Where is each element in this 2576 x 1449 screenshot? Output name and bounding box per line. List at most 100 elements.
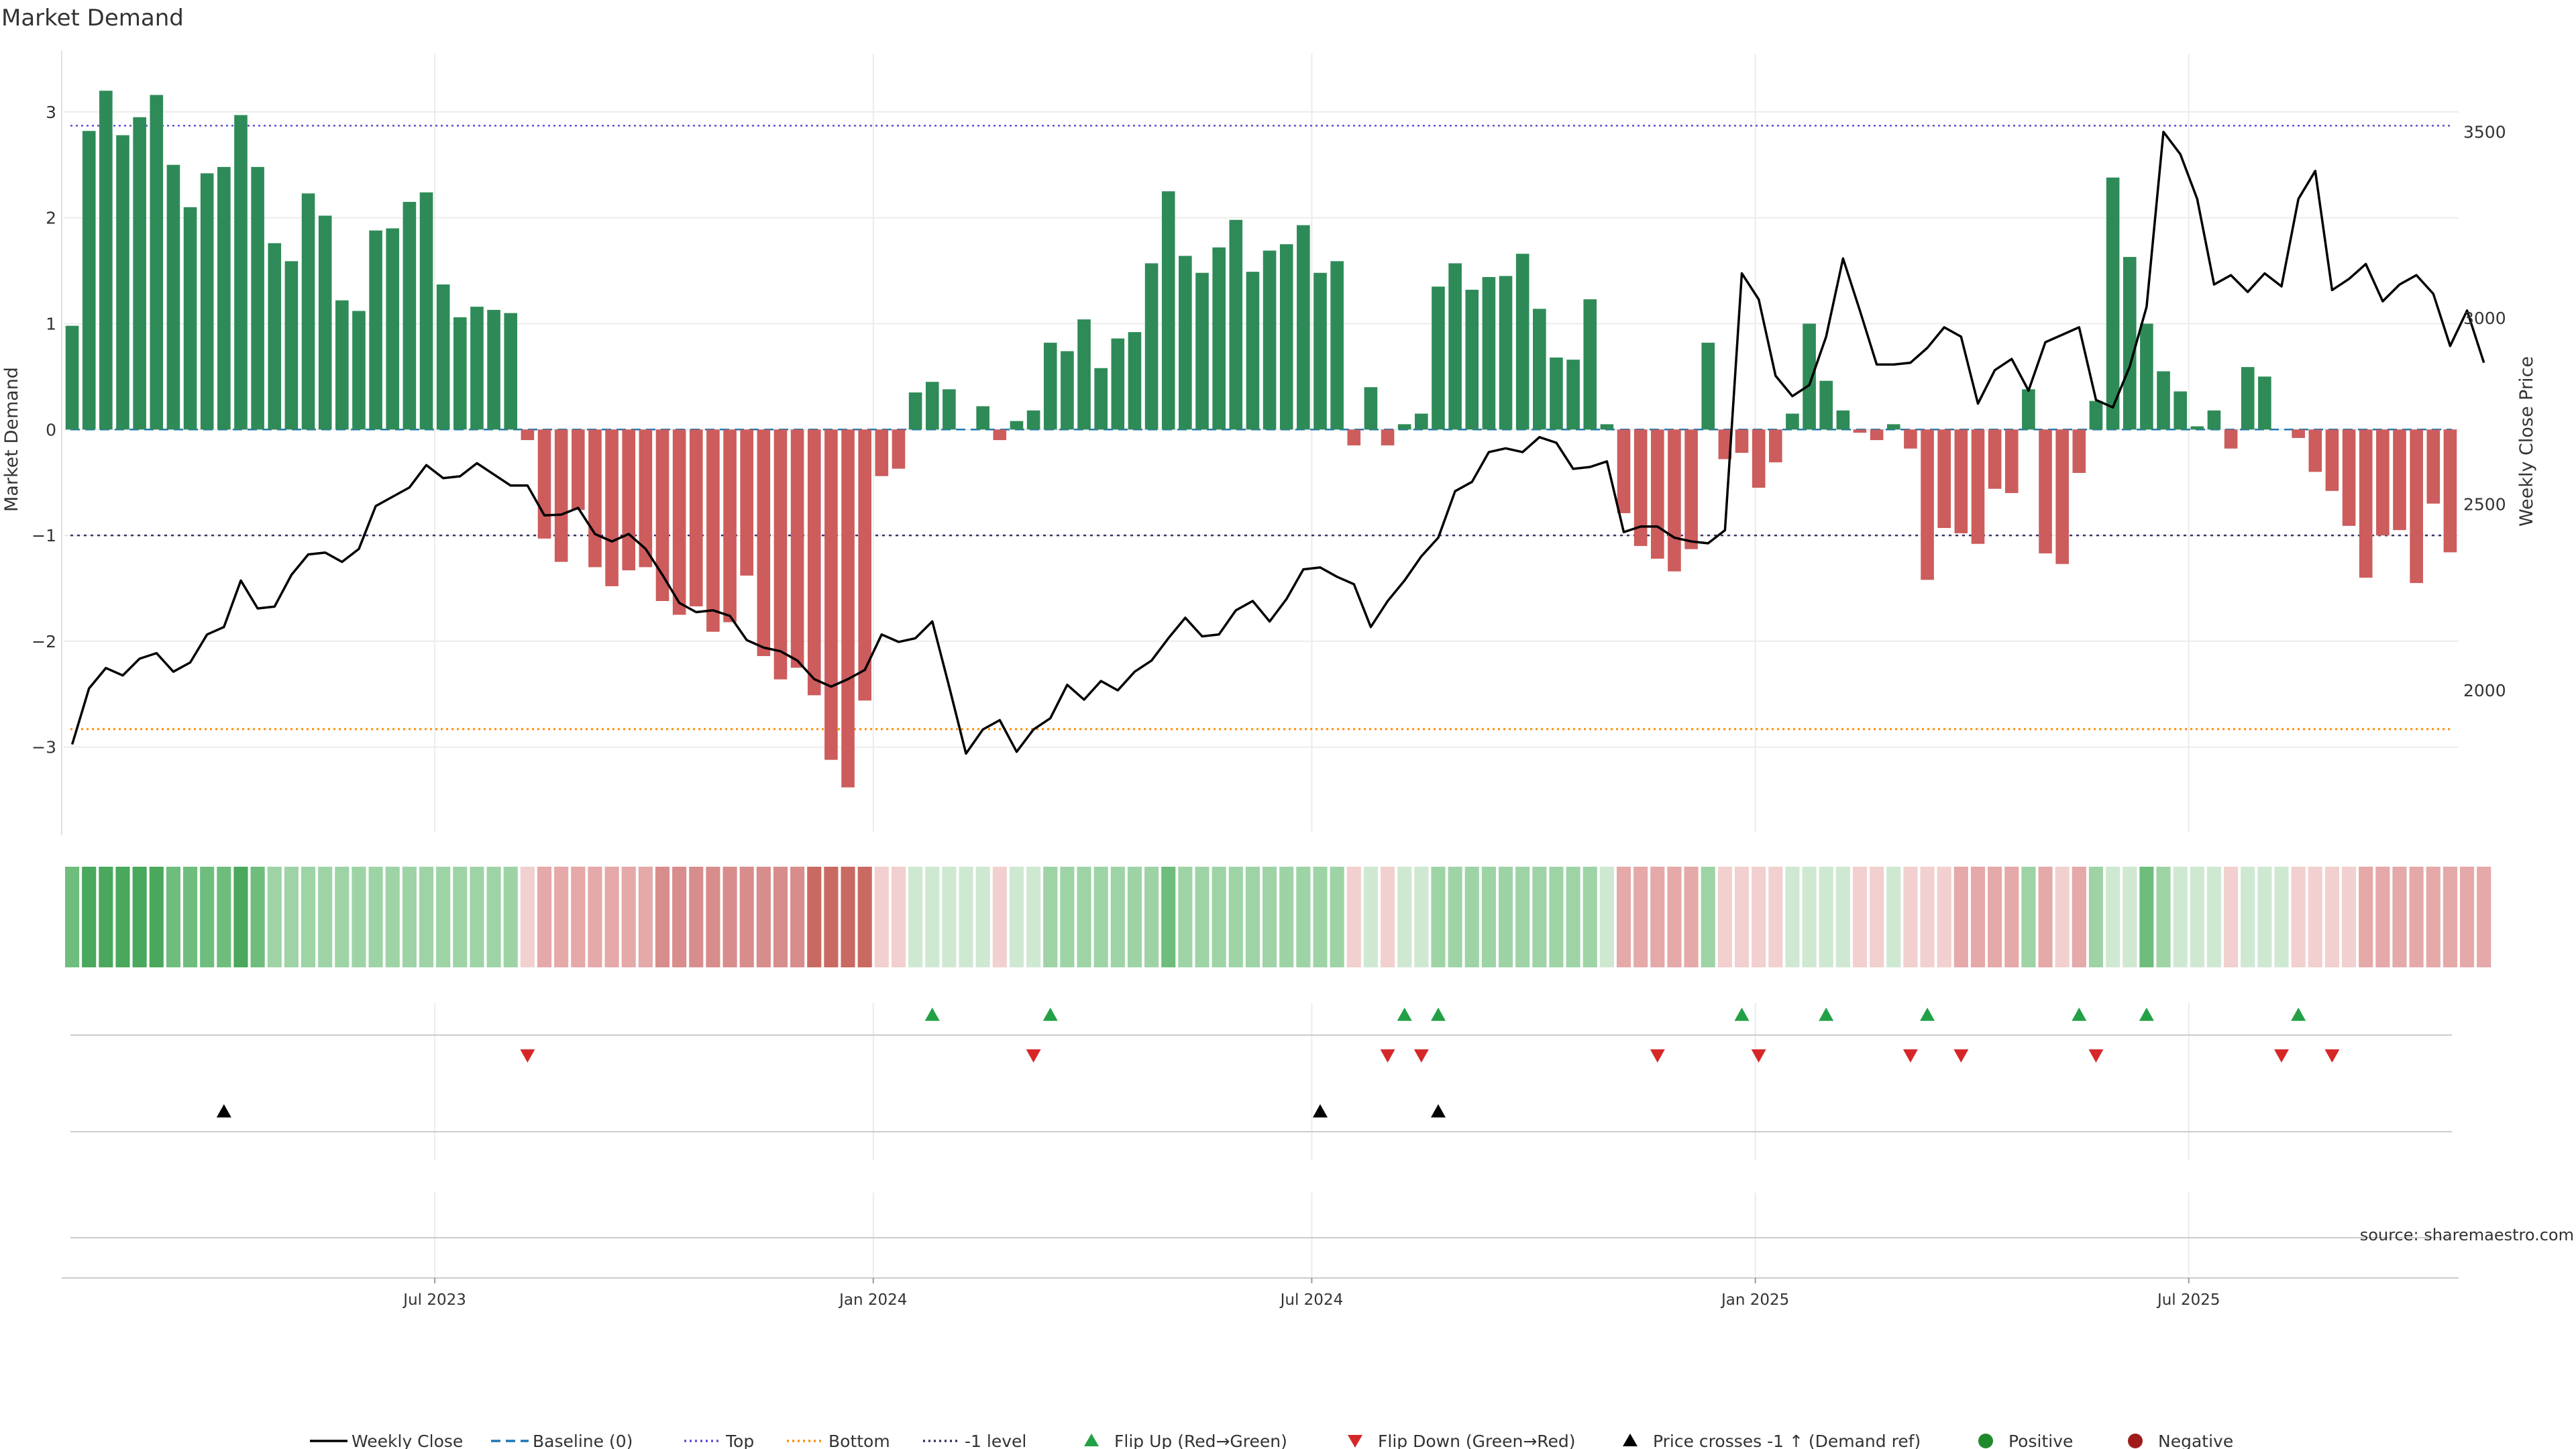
flip-up-marker — [2291, 1008, 2306, 1021]
price-cross-marker — [216, 1104, 231, 1118]
demand-bar-positive — [352, 311, 366, 430]
strip-cell — [1768, 867, 1783, 967]
strip-cell — [503, 867, 518, 967]
strip-cell — [2156, 867, 2171, 967]
flip-up-marker — [1430, 1008, 1446, 1021]
strip-cell — [385, 867, 400, 967]
demand-bar-positive — [1077, 319, 1091, 430]
demand-bar-positive — [200, 173, 214, 430]
y-left-tick-label: 3 — [46, 103, 56, 122]
demand-bar-positive — [2207, 410, 2221, 430]
strip-cell — [182, 867, 198, 967]
strip-cell — [891, 867, 906, 967]
strip-cell — [217, 867, 231, 967]
strip-cell — [1566, 867, 1580, 967]
demand-bar-positive — [402, 201, 417, 430]
strip-cell — [1701, 867, 1715, 967]
legend-item: Baseline (0) — [491, 1432, 633, 1449]
strip-cell — [2190, 867, 2204, 967]
demand-bar-positive — [1886, 424, 1900, 430]
flip-up-marker — [1734, 1008, 1750, 1021]
strip-cell — [166, 867, 180, 967]
flip-down-marker — [1650, 1049, 1665, 1063]
source-note: source: sharemaestro.com — [2360, 1226, 2574, 1244]
demand-bar-negative — [588, 429, 602, 568]
demand-bar-positive — [2089, 400, 2103, 430]
demand-bar-negative — [1735, 429, 1749, 453]
strip-cell — [2308, 867, 2322, 967]
strip-cell — [1752, 867, 1766, 967]
demand-bar-positive — [1246, 272, 1260, 430]
demand-bar-positive — [2157, 371, 2170, 430]
strip-cell — [1228, 867, 1243, 967]
flip-up-marker — [1397, 1008, 1412, 1021]
demand-bar-positive — [1819, 380, 1833, 430]
demand-bar-positive — [1533, 309, 1546, 430]
legend-item: Bottom — [787, 1432, 890, 1449]
strip-cell — [1161, 867, 1176, 967]
strip-cell — [2409, 867, 2424, 967]
demand-bar-negative — [622, 429, 636, 571]
demand-bar-negative — [1904, 429, 1917, 449]
demand-bar-positive — [504, 313, 518, 430]
strip-cell — [1903, 867, 1918, 967]
demand-bar-positive — [1600, 424, 1614, 430]
demand-bar-negative — [689, 429, 703, 606]
strip-cell — [672, 867, 687, 967]
demand-bar-negative — [1870, 429, 1884, 441]
demand-bar-negative — [1347, 429, 1361, 445]
demand-bar-positive — [2140, 323, 2153, 430]
demand-bar-positive — [1161, 191, 1175, 430]
demand-bar-positive — [65, 325, 79, 430]
legend-item: Negative — [2128, 1432, 2233, 1449]
demand-bar-negative — [824, 429, 838, 760]
strip-cell — [233, 867, 248, 967]
strip-cell — [824, 867, 839, 967]
demand-bar-positive — [335, 300, 349, 430]
demand-bar-positive — [369, 230, 382, 430]
demand-bar-positive — [82, 131, 96, 430]
demand-bar-positive — [1263, 250, 1277, 430]
strip-cell — [975, 867, 990, 967]
demand-bar-positive — [2258, 376, 2271, 430]
strip-cell — [2257, 867, 2272, 967]
demand-bar-negative — [1971, 429, 1985, 544]
flip-down-marker — [520, 1049, 535, 1063]
flip-down-marker — [2088, 1049, 2104, 1063]
demand-bar-positive — [2190, 426, 2204, 430]
event-markers — [62, 1008, 2459, 1279]
strip-cell — [1582, 867, 1597, 967]
demand-bar-negative — [2224, 429, 2238, 449]
strip-cell — [1886, 867, 1901, 967]
demand-strip — [65, 867, 2491, 967]
strip-cell — [1245, 867, 1260, 967]
strip-cell — [1515, 867, 1530, 967]
strip-cell — [942, 867, 957, 967]
demand-bar-negative — [1768, 429, 1782, 463]
demand-bar-negative — [1853, 429, 1867, 433]
strip-cell — [1481, 867, 1496, 967]
y-right-tick-label: 3500 — [2463, 123, 2506, 142]
demand-bar-negative — [858, 429, 871, 701]
legend-item: Top — [684, 1432, 754, 1449]
strip-cell — [1937, 867, 1951, 967]
strip-cell — [2088, 867, 2104, 967]
demand-bar-positive — [1212, 247, 1226, 430]
y-left-tick-label: 2 — [46, 209, 56, 228]
x-tick-label: Jul 2025 — [2156, 1291, 2220, 1309]
demand-bar-positive — [1465, 289, 1479, 430]
demand-bar-negative — [1988, 429, 2002, 489]
strip-cell — [352, 867, 366, 967]
demand-bar-positive — [453, 317, 467, 430]
demand-bar-positive — [487, 309, 500, 430]
strip-cell — [2392, 867, 2407, 967]
strip-cell — [706, 867, 720, 967]
strip-cell — [1212, 867, 1226, 967]
demand-bar-positive — [1279, 244, 1293, 430]
demand-bar-negative — [521, 429, 535, 441]
strip-cell — [1819, 867, 1833, 967]
flip-up-marker — [2139, 1008, 2154, 1021]
demand-bar-negative — [605, 429, 619, 586]
strip-cell — [2375, 867, 2390, 967]
